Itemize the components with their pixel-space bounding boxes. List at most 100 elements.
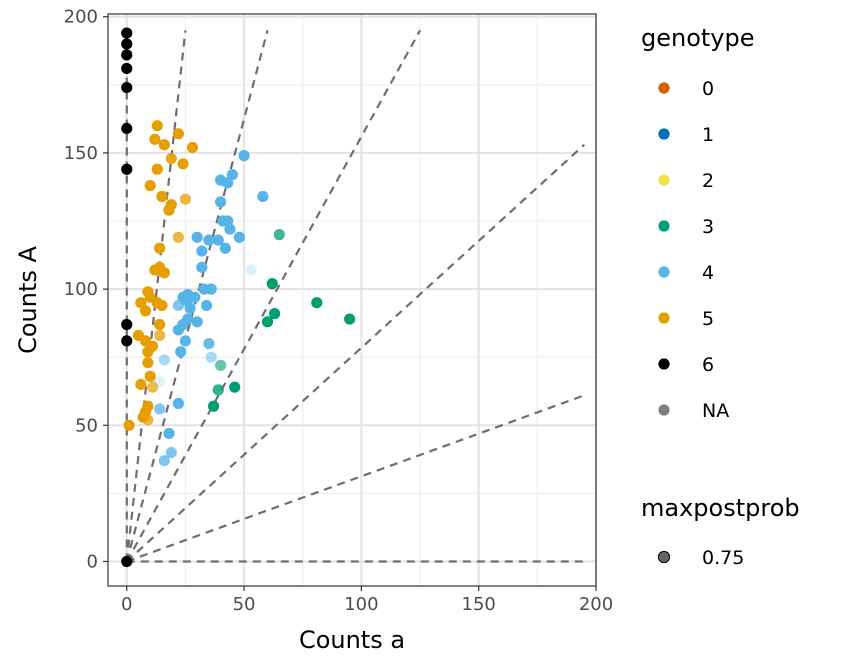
data-point-genotype-4 [215,196,227,208]
y-tick-label: 100 [64,279,98,300]
x-tick-label: 150 [462,594,496,615]
legend: genotype 0 1 2 3 4 5 6 NA maxpostprob 0.75 [641,24,800,569]
data-point-genotype-6 [121,38,133,50]
legend-label-maxpostprob: 0.75 [702,547,744,569]
y-tick-label: 200 [64,7,98,28]
y-tick-label: 150 [64,143,98,164]
data-point-genotype-5 [158,267,170,279]
data-point-genotype-6 [121,49,133,61]
x-tick-label: 200 [579,594,613,615]
data-point-genotype-4 [191,316,203,328]
data-point-genotype-6 [121,335,133,347]
data-point-genotype-6 [121,81,133,94]
data-point-genotype-4 [226,169,238,181]
data-point-genotype-4 [184,302,196,314]
data-point-genotype-3 [261,316,274,328]
data-point-genotype-4 [200,299,213,312]
legend-key-NA [658,404,670,416]
data-point-genotype-5 [179,193,192,205]
legend-key-maxpostprob [657,550,671,564]
legend-label-6: 6 [702,354,714,376]
data-point-genotype-4 [189,291,201,303]
data-point-genotype-4 [257,190,269,203]
data-point-genotype-5 [177,158,189,170]
x-axis-ticks: 0 50 100 150 200 [121,586,613,615]
y-tick-label: 0 [87,551,98,572]
guide-line [125,30,269,562]
legend-label-0: 0 [702,78,714,100]
guide-line [125,30,187,562]
data-point-genotype-6 [121,62,133,75]
legend-title-genotype: genotype [641,24,755,52]
data-point-genotype-6 [121,318,133,331]
y-axis-title: Counts A [14,246,42,354]
data-point-genotype-5 [172,231,184,243]
data-point-genotype-3 [215,359,227,371]
data-point-genotype-4 [154,403,166,415]
data-point-genotype-4 [245,264,257,276]
legend-key-6 [658,358,670,370]
x-tick-label: 0 [121,594,132,615]
x-axis-title: Counts a [299,626,405,654]
data-point-genotype-3 [229,381,241,393]
data-points [121,27,356,568]
data-point-genotype-5 [165,152,177,164]
data-point-genotype-5 [123,419,135,431]
data-point-genotype-3 [207,400,220,412]
data-point-genotype-4 [158,354,170,366]
data-point-genotype-4 [177,318,189,331]
data-point-genotype-5 [146,381,159,393]
legend-key-2 [658,174,670,186]
data-point-genotype-4 [158,455,170,467]
x-tick-label: 50 [233,594,256,615]
data-point-genotype-5 [158,139,170,151]
legend-genotype-items: 0 1 2 3 4 5 6 NA [658,78,729,422]
data-point-genotype-5 [154,242,166,254]
data-point-genotype-4 [172,397,184,410]
data-point-genotype-4 [203,337,215,350]
data-point-genotype-5 [144,370,156,382]
legend-key-3 [658,220,670,232]
data-point-genotype-5 [172,128,184,140]
data-point-genotype-4 [212,234,224,246]
data-point-genotype-3 [212,384,224,396]
legend-label-1: 1 [702,124,714,146]
legend-key-1 [658,128,670,140]
legend-key-5 [658,312,670,324]
data-point-genotype-4 [179,335,192,347]
data-point-genotype-5 [142,357,154,369]
data-point-genotype-5 [149,133,161,145]
x-tick-label: 100 [344,594,378,615]
data-point-genotype-4 [224,223,236,235]
data-point-genotype-4 [233,231,245,243]
legend-key-0 [658,82,670,94]
data-point-genotype-5 [135,378,147,391]
data-point-genotype-4 [205,283,217,295]
data-point-genotype-5 [186,141,199,154]
data-point-genotype-4 [219,242,231,254]
data-point-genotype-3 [273,229,285,241]
guide-line [126,143,586,563]
data-point-genotype-4 [154,376,166,388]
data-point-genotype-4 [165,446,177,459]
data-point-genotype-4 [238,150,250,162]
legend-label-5: 5 [702,308,714,330]
legend-label-2: 2 [702,170,714,192]
data-point-genotype-6 [121,555,133,568]
data-point-genotype-5 [142,346,154,358]
guide-line [125,29,422,563]
data-point-genotype-5 [135,297,147,309]
panel-border [107,13,597,587]
data-point-genotype-6 [121,163,133,175]
data-point-genotype-5 [156,299,168,312]
y-axis-ticks: 0 50 100 150 200 [64,7,108,572]
data-point-genotype-5 [151,120,163,132]
legend-title-maxpostprob: maxpostprob [641,494,800,522]
data-point-genotype-4 [172,299,184,312]
legend-label-4: 4 [702,262,714,284]
legend-key-4 [658,266,670,278]
data-point-genotype-4 [205,351,217,363]
data-point-genotype-3 [266,278,278,290]
data-point-genotype-5 [154,329,166,342]
